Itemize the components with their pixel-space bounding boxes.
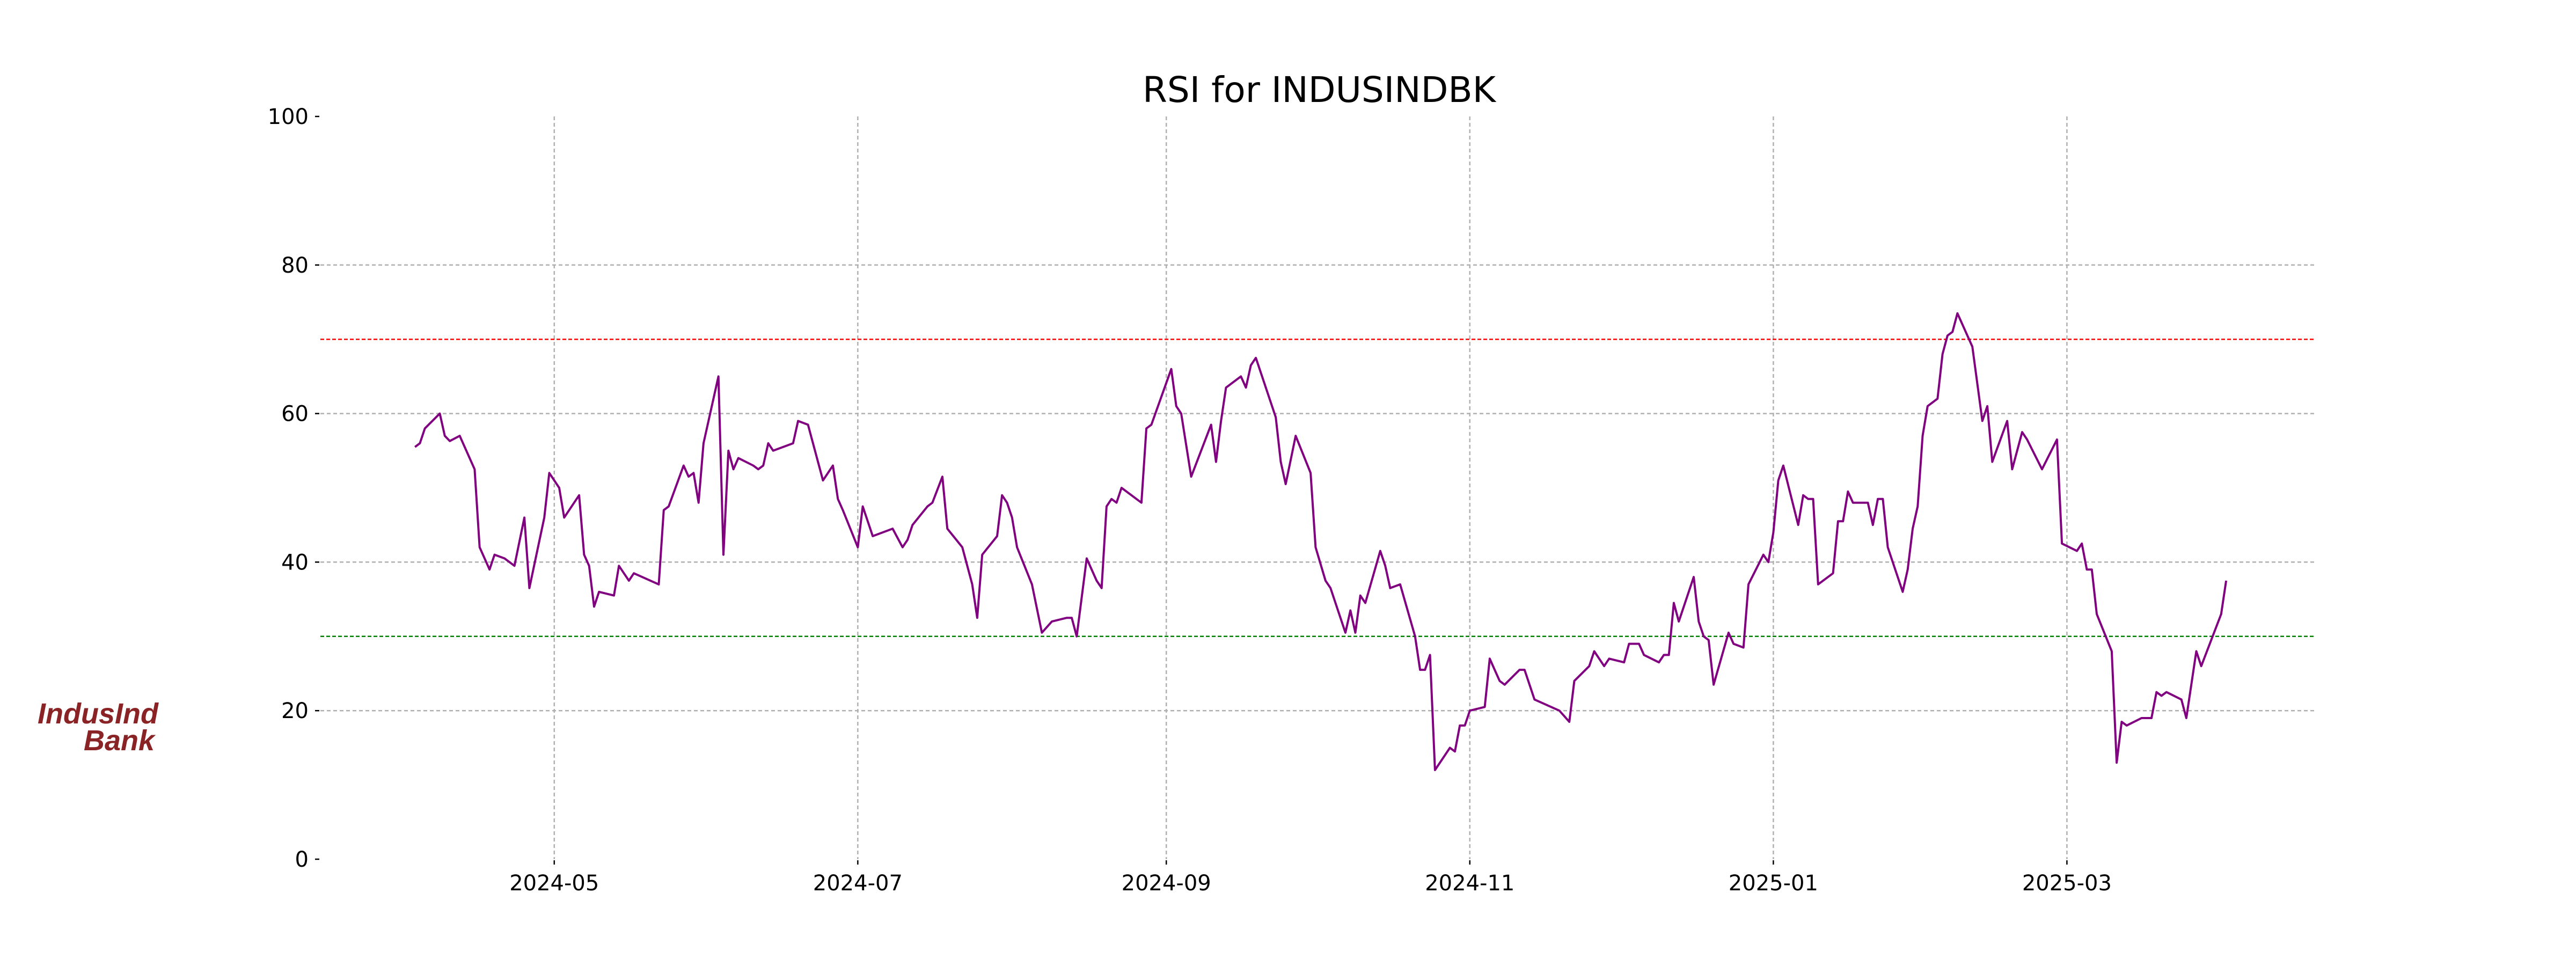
x-tick-label: 2025-03 xyxy=(2022,871,2112,896)
reference-lines xyxy=(320,338,2316,638)
series xyxy=(414,312,2228,771)
y-tick-label: 20 xyxy=(281,699,309,723)
y-tick-label: 0 xyxy=(295,847,309,872)
rsi-line xyxy=(414,312,2228,771)
y-tick-label: 80 xyxy=(281,253,309,278)
logo-line-1: IndusInd xyxy=(38,698,158,730)
x-tick-label: 2024-05 xyxy=(509,871,599,896)
grid xyxy=(320,116,2316,859)
y-tick-label: 40 xyxy=(281,550,309,575)
y-tick-label: 100 xyxy=(268,105,309,129)
chart-title: RSI for INDUSINDBK xyxy=(1143,69,1497,111)
x-tick-label: 2025-01 xyxy=(1729,871,1818,896)
y-axis: 0 20 40 60 80 100 xyxy=(268,105,319,872)
x-tick-label: 2024-11 xyxy=(1425,871,1514,896)
logo-line-2: Bank xyxy=(84,724,155,757)
x-tick-label: 2024-07 xyxy=(813,871,903,896)
x-axis: 2024-05 2024-07 2024-09 2024-11 2025-01 2025-… xyxy=(509,860,2112,896)
indusind-bank-logo: IndusInd Bank xyxy=(38,698,158,757)
x-tick-label: 2024-09 xyxy=(1122,871,1211,896)
y-tick-label: 60 xyxy=(281,402,309,427)
